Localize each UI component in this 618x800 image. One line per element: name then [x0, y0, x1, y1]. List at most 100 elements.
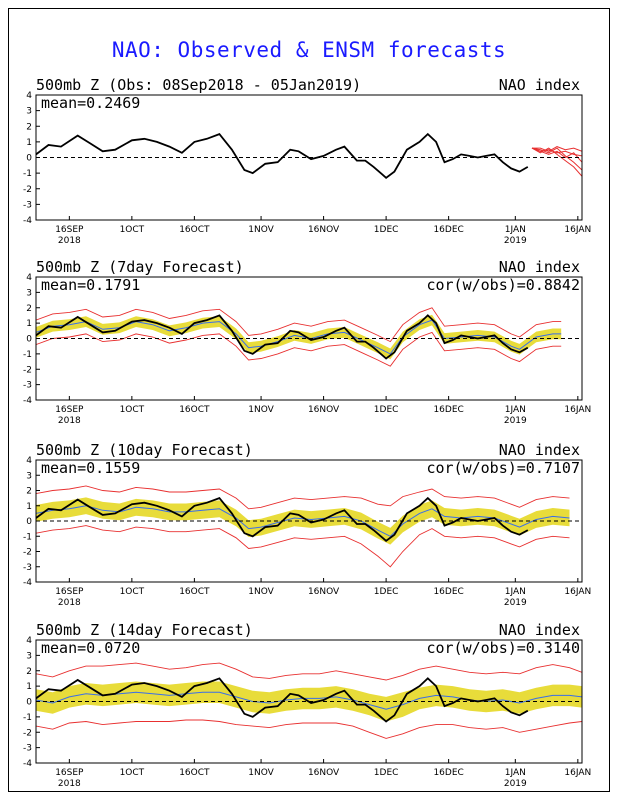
figure-frame — [8, 8, 610, 792]
y-tick-label: -2 — [23, 365, 32, 375]
ensemble-min-line — [36, 525, 570, 568]
chart-panel-2: 500mb Z (7day Forecast) NAO index 4 3 2 1 0 -1 -… — [23, 258, 591, 426]
y-tick-label: -2 — [23, 185, 32, 195]
y-tick-label: 3 — [26, 471, 32, 481]
y-tick-label: -2 — [23, 728, 32, 738]
panel-index-label: NAO index — [499, 441, 580, 459]
y-tick-label: -3 — [23, 744, 32, 754]
mean-stat: mean=0.1791 — [41, 276, 140, 294]
y-tick-label: 2 — [26, 487, 32, 497]
forecast-member-line — [531, 147, 582, 163]
y-tick-label: 0 — [26, 698, 32, 708]
x-tick-label: 1JAN — [505, 768, 526, 778]
y-tick-label: -1 — [23, 169, 32, 179]
y-tick-label: 4 — [26, 91, 32, 101]
y-tick-label: 0 — [26, 154, 32, 164]
ensemble-spread-band — [36, 314, 562, 360]
observed-nao-line — [36, 132, 529, 179]
plot-data — [36, 132, 582, 179]
y-tick-label: -1 — [23, 713, 32, 723]
mean-stat: mean=0.0720 — [41, 639, 140, 657]
x-tick-label: 1JAN — [505, 225, 526, 235]
forecast-member-line — [531, 147, 582, 171]
x-tick-label: 1NOV — [248, 225, 274, 235]
x-tick-label: 1NOV — [248, 587, 274, 597]
y-tick-label: -1 — [23, 532, 32, 542]
y-tick-label: -3 — [23, 381, 32, 391]
y-tick-label: -1 — [23, 350, 32, 360]
x-tick-label: 16NOV — [308, 587, 340, 597]
x-tick-label: 1NOV — [248, 405, 274, 415]
panel-index-label: NAO index — [499, 258, 580, 276]
x-tick-label: 16OCT — [179, 587, 210, 597]
y-tick-label: 3 — [26, 107, 32, 117]
correlation-stat: cor(w/obs)=0.8842 — [426, 276, 580, 294]
y-tick-label: 1 — [26, 682, 32, 692]
x-tick-label: 1OCT — [120, 587, 145, 597]
x-tick-label: 16DEC — [433, 587, 463, 597]
y-tick-label: 2 — [26, 304, 32, 314]
correlation-stat: cor(w/obs)=0.7107 — [426, 459, 580, 477]
y-tick-label: -4 — [23, 216, 32, 226]
panel-index-label: NAO index — [499, 76, 580, 94]
ensemble-mean-line — [36, 691, 582, 710]
x-tick-label: 16SEP — [55, 768, 84, 778]
x-tick-year-label: 2018 — [58, 236, 81, 246]
panel-index-label: NAO index — [499, 621, 580, 639]
ensemble-max-line — [36, 307, 562, 343]
x-tick-year-label: 2019 — [504, 598, 527, 608]
y-tick-label: 2 — [26, 667, 32, 677]
y-tick-label: -3 — [23, 200, 32, 210]
y-tick-label: 1 — [26, 138, 32, 148]
ensemble-min-line — [36, 331, 562, 367]
ensemble-mean-line — [36, 505, 570, 537]
y-tick-label: 3 — [26, 651, 32, 661]
mean-stat: mean=0.2469 — [41, 94, 140, 112]
panel-title: 500mb Z (Obs: 08Sep2018 - 05Jan2019) — [36, 76, 361, 94]
ensemble-max-line — [36, 485, 570, 510]
y-tick-label: -4 — [23, 396, 32, 406]
x-tick-label: 1DEC — [374, 225, 399, 235]
y-tick-label: 4 — [26, 456, 32, 466]
x-tick-label: 1DEC — [374, 587, 399, 597]
x-tick-label: 1OCT — [120, 768, 145, 778]
x-tick-label: 1OCT — [120, 225, 145, 235]
x-tick-label: 1OCT — [120, 405, 145, 415]
x-tick-label: 16OCT — [179, 225, 210, 235]
x-tick-year-label: 2018 — [58, 598, 81, 608]
x-tick-label: 16NOV — [308, 225, 340, 235]
x-tick-label: 16JAN — [564, 225, 591, 235]
y-tick-label: 2 — [26, 122, 32, 132]
chart-panel-3: 500mb Z (10day Forecast) NAO index 4 3 2 1 0 -1… — [23, 441, 591, 608]
x-tick-year-label: 2018 — [58, 779, 81, 789]
x-tick-label: 16DEC — [433, 225, 463, 235]
y-tick-label: 4 — [26, 636, 32, 646]
x-tick-label: 16SEP — [55, 405, 84, 415]
y-tick-label: 1 — [26, 319, 32, 329]
x-tick-label: 16DEC — [433, 405, 463, 415]
x-tick-label: 16JAN — [564, 405, 591, 415]
x-tick-year-label: 2018 — [58, 416, 81, 426]
plot-data — [36, 485, 582, 568]
x-tick-label: 16NOV — [308, 768, 340, 778]
x-tick-year-label: 2019 — [504, 236, 527, 246]
x-tick-label: 1DEC — [374, 768, 399, 778]
x-tick-label: 1NOV — [248, 768, 274, 778]
y-tick-label: -2 — [23, 548, 32, 558]
x-tick-label: 16OCT — [179, 768, 210, 778]
ensemble-max-line — [36, 662, 582, 681]
y-tick-label: -3 — [23, 563, 32, 573]
correlation-stat: cor(w/obs)=0.3140 — [426, 639, 580, 657]
x-tick-label: 16DEC — [433, 768, 463, 778]
figure-title: NAO: Observed & ENSM forecasts — [111, 38, 507, 62]
x-tick-label: 16NOV — [308, 405, 340, 415]
plot-data — [36, 307, 582, 367]
x-tick-label: 1JAN — [505, 587, 526, 597]
observed-nao-line — [36, 314, 529, 360]
chart-panel-4: 500mb Z (14day Forecast) NAO index 4 3 2 1 0 -1… — [23, 621, 591, 789]
x-tick-label: 1DEC — [374, 405, 399, 415]
y-tick-label: 4 — [26, 273, 32, 283]
observed-nao-line — [36, 496, 529, 542]
chart-panel-1: 500mb Z (Obs: 08Sep2018 - 05Jan2019) NAO … — [23, 76, 591, 246]
observed-nao-line — [36, 677, 529, 723]
